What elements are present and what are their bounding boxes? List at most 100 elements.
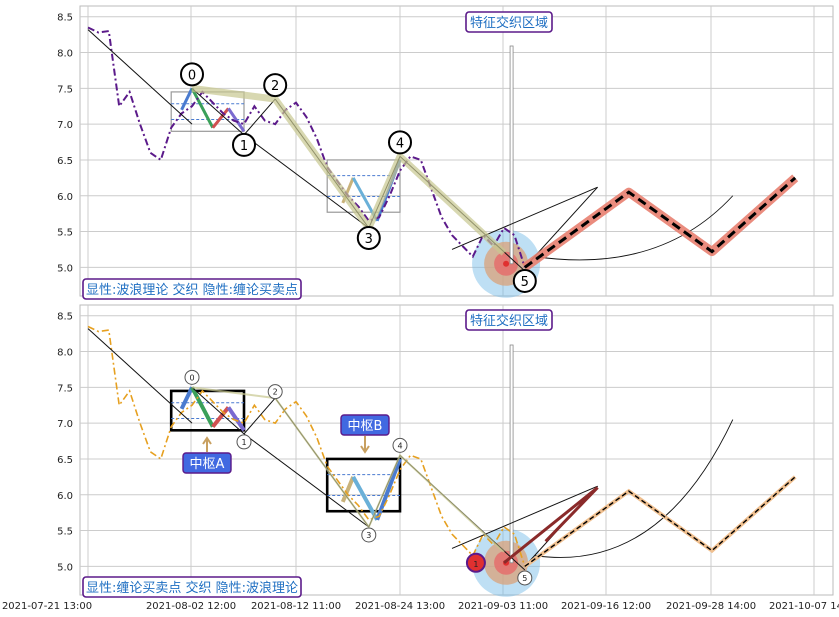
top-arc-curve xyxy=(535,195,734,261)
bottom-trend-line-3 xyxy=(243,397,276,435)
top-wave-circle-4 xyxy=(388,130,412,155)
top-price-line xyxy=(87,26,526,268)
bottom-trend-band xyxy=(191,386,505,553)
bottom-wave-circle-1 xyxy=(236,434,252,450)
bottom-wave-labels: 0 1 2 3 4 5 1 xyxy=(184,369,533,586)
bottom-wave-label-0: 0 xyxy=(189,373,194,382)
bottom-projection-line xyxy=(524,476,796,567)
top-trend-line-2 xyxy=(191,87,245,136)
bottom-wave-label-1: 1 xyxy=(241,438,246,447)
top-projection xyxy=(522,174,799,272)
pivot-a-label: 中枢A xyxy=(190,457,225,472)
bottom-wave-label-4: 4 xyxy=(397,441,402,450)
x-tick-label: 2021-08-02 12:00 xyxy=(146,601,236,612)
x-tick-label: 2021-10-07 14:00 xyxy=(769,601,839,612)
pivot-b-arrow xyxy=(360,436,370,454)
top-wave-labels: 0 1 2 3 4 5 xyxy=(180,62,537,293)
pivot-a-arrow xyxy=(202,436,212,452)
x-tick-label: 2021-09-03 11:00 xyxy=(458,601,548,612)
pivot-a-tag: 中枢A xyxy=(182,452,232,474)
bottom-wave-circle-0 xyxy=(184,369,200,385)
top-wave-label-3: 3 xyxy=(365,232,373,247)
top-y-tick-label: 5.5 xyxy=(57,228,73,239)
bottom-y-tick-label: 8.5 xyxy=(57,312,73,323)
top-y-tick-label: 7.0 xyxy=(57,120,73,131)
bottom-pivot-a-stroke-1 xyxy=(190,386,215,428)
bottom-panel: 5.0 5.5 6.0 6.5 7.0 7.5 8.0 8.5 2021-07-21 13:0… xyxy=(2,304,839,612)
bottom-pivot-box-1 xyxy=(325,457,402,513)
bottom-plot-area xyxy=(79,304,834,596)
top-zone-marker xyxy=(509,45,514,265)
bottom-trend-line-7 xyxy=(451,485,598,549)
bottom-pivot-boxes xyxy=(169,386,402,521)
top-panel: 5.0 5.5 6.0 6.5 7.0 7.5 8.0 8.5 0 1 2 3 4 5 特征交织区域 显… xyxy=(57,5,834,300)
bottom-y-tick-label: 6.0 xyxy=(57,491,73,502)
top-wave-circle-3 xyxy=(356,225,381,250)
top-wave-label-4: 4 xyxy=(396,136,404,151)
top-y-tick-label: 8.0 xyxy=(57,49,73,60)
bottom-y-tick-label: 5.5 xyxy=(57,527,73,538)
top-y-ticks: 5.0 5.5 6.0 6.5 7.0 7.5 8.0 8.5 xyxy=(57,13,73,275)
top-pivot-box-1 xyxy=(326,159,401,213)
top-wave-label-5: 5 xyxy=(521,275,529,290)
top-wave-circle-0 xyxy=(180,62,204,87)
pivot-b-label: 中枢B xyxy=(348,419,383,434)
top-trend-line-3 xyxy=(243,98,276,136)
top-y-tick-label: 7.5 xyxy=(57,84,73,95)
top-pivot-a-stroke-3 xyxy=(227,107,246,133)
bottom-legend-label: 显性:缠论买卖点 交织 隐性:波浪理论 xyxy=(86,580,298,596)
bottom-grid xyxy=(80,305,833,595)
top-legend-label: 显性:波浪理论 交织 隐性:缠论买卖点 xyxy=(86,282,298,298)
bottom-zone-marker xyxy=(509,344,514,564)
bottom-trend-line-0 xyxy=(87,328,193,424)
buy-point-1-marker xyxy=(465,552,486,573)
top-price-series xyxy=(87,26,526,268)
bottom-pivot-b-stroke-0 xyxy=(340,476,356,503)
bottom-pivot-a-stroke-0 xyxy=(179,386,194,410)
x-tick-label: 2021-09-16 12:00 xyxy=(561,601,651,612)
bottom-zone-annotation: 特征交织区域 xyxy=(465,309,553,331)
top-y-tick-label: 6.0 xyxy=(57,192,73,203)
x-tick-label: 2021-08-12 11:00 xyxy=(251,601,341,612)
bottom-pivot-box-0 xyxy=(169,389,246,432)
bottom-pivot-b-stroke-2 xyxy=(375,458,402,521)
top-y-tick-label: 6.5 xyxy=(57,156,73,167)
top-pivot-a-stroke-0 xyxy=(180,87,194,111)
top-wave-circle-5 xyxy=(512,268,537,293)
bottom-y-ticks: 5.0 5.5 6.0 6.5 7.0 7.5 8.0 8.5 xyxy=(57,312,73,574)
bottom-red-wedge xyxy=(503,486,599,564)
bottom-trend-line-1 xyxy=(243,433,370,528)
bottom-pivot-a-stroke-2 xyxy=(211,406,230,428)
bottom-wave-label-5: 5 xyxy=(522,574,527,583)
top-pivot-a-stroke-1 xyxy=(190,87,215,129)
top-projection-line xyxy=(523,176,797,269)
pivot-b-tag: 中枢B xyxy=(340,414,390,436)
buy-point-1-label: 1 xyxy=(473,560,478,569)
bottom-legend-box: 显性:缠论买卖点 交织 隐性:波浪理论 xyxy=(82,576,302,598)
top-wave-label-0: 0 xyxy=(188,68,196,83)
bottom-arc-curve xyxy=(535,419,734,558)
top-trend-line-1 xyxy=(243,134,370,229)
bottom-pivot-a-stroke-3 xyxy=(226,406,246,432)
top-zone-annotation: 特征交织区域 xyxy=(465,11,553,33)
bottom-wave-circle-5 xyxy=(517,570,533,586)
bottom-y-tick-label: 8.0 xyxy=(57,348,73,359)
top-zone-label: 特征交织区域 xyxy=(470,15,548,31)
x-tick-label: 2021-08-24 13:00 xyxy=(355,601,445,612)
bottom-trend-line-2 xyxy=(191,386,245,435)
x-tick-label: 2021-09-28 14:00 xyxy=(666,601,756,612)
bottom-wave-circle-3 xyxy=(361,527,377,543)
bottom-y-tick-label: 7.5 xyxy=(57,383,73,394)
x-tick-label: 2021-07-21 13:00 xyxy=(2,601,92,612)
bottom-wave-label-2: 2 xyxy=(273,388,278,397)
top-wave-label-1: 1 xyxy=(240,139,248,154)
top-trend-line-7 xyxy=(451,186,598,250)
top-wave-circle-2 xyxy=(263,73,288,98)
bottom-trend-lines xyxy=(87,328,734,571)
bottom-wave-label-3: 3 xyxy=(366,531,371,540)
top-plot-area xyxy=(79,5,834,297)
top-y-tick-label: 8.5 xyxy=(57,13,73,24)
top-wave-label-2: 2 xyxy=(271,79,279,94)
bottom-zone-label: 特征交织区域 xyxy=(470,313,548,329)
